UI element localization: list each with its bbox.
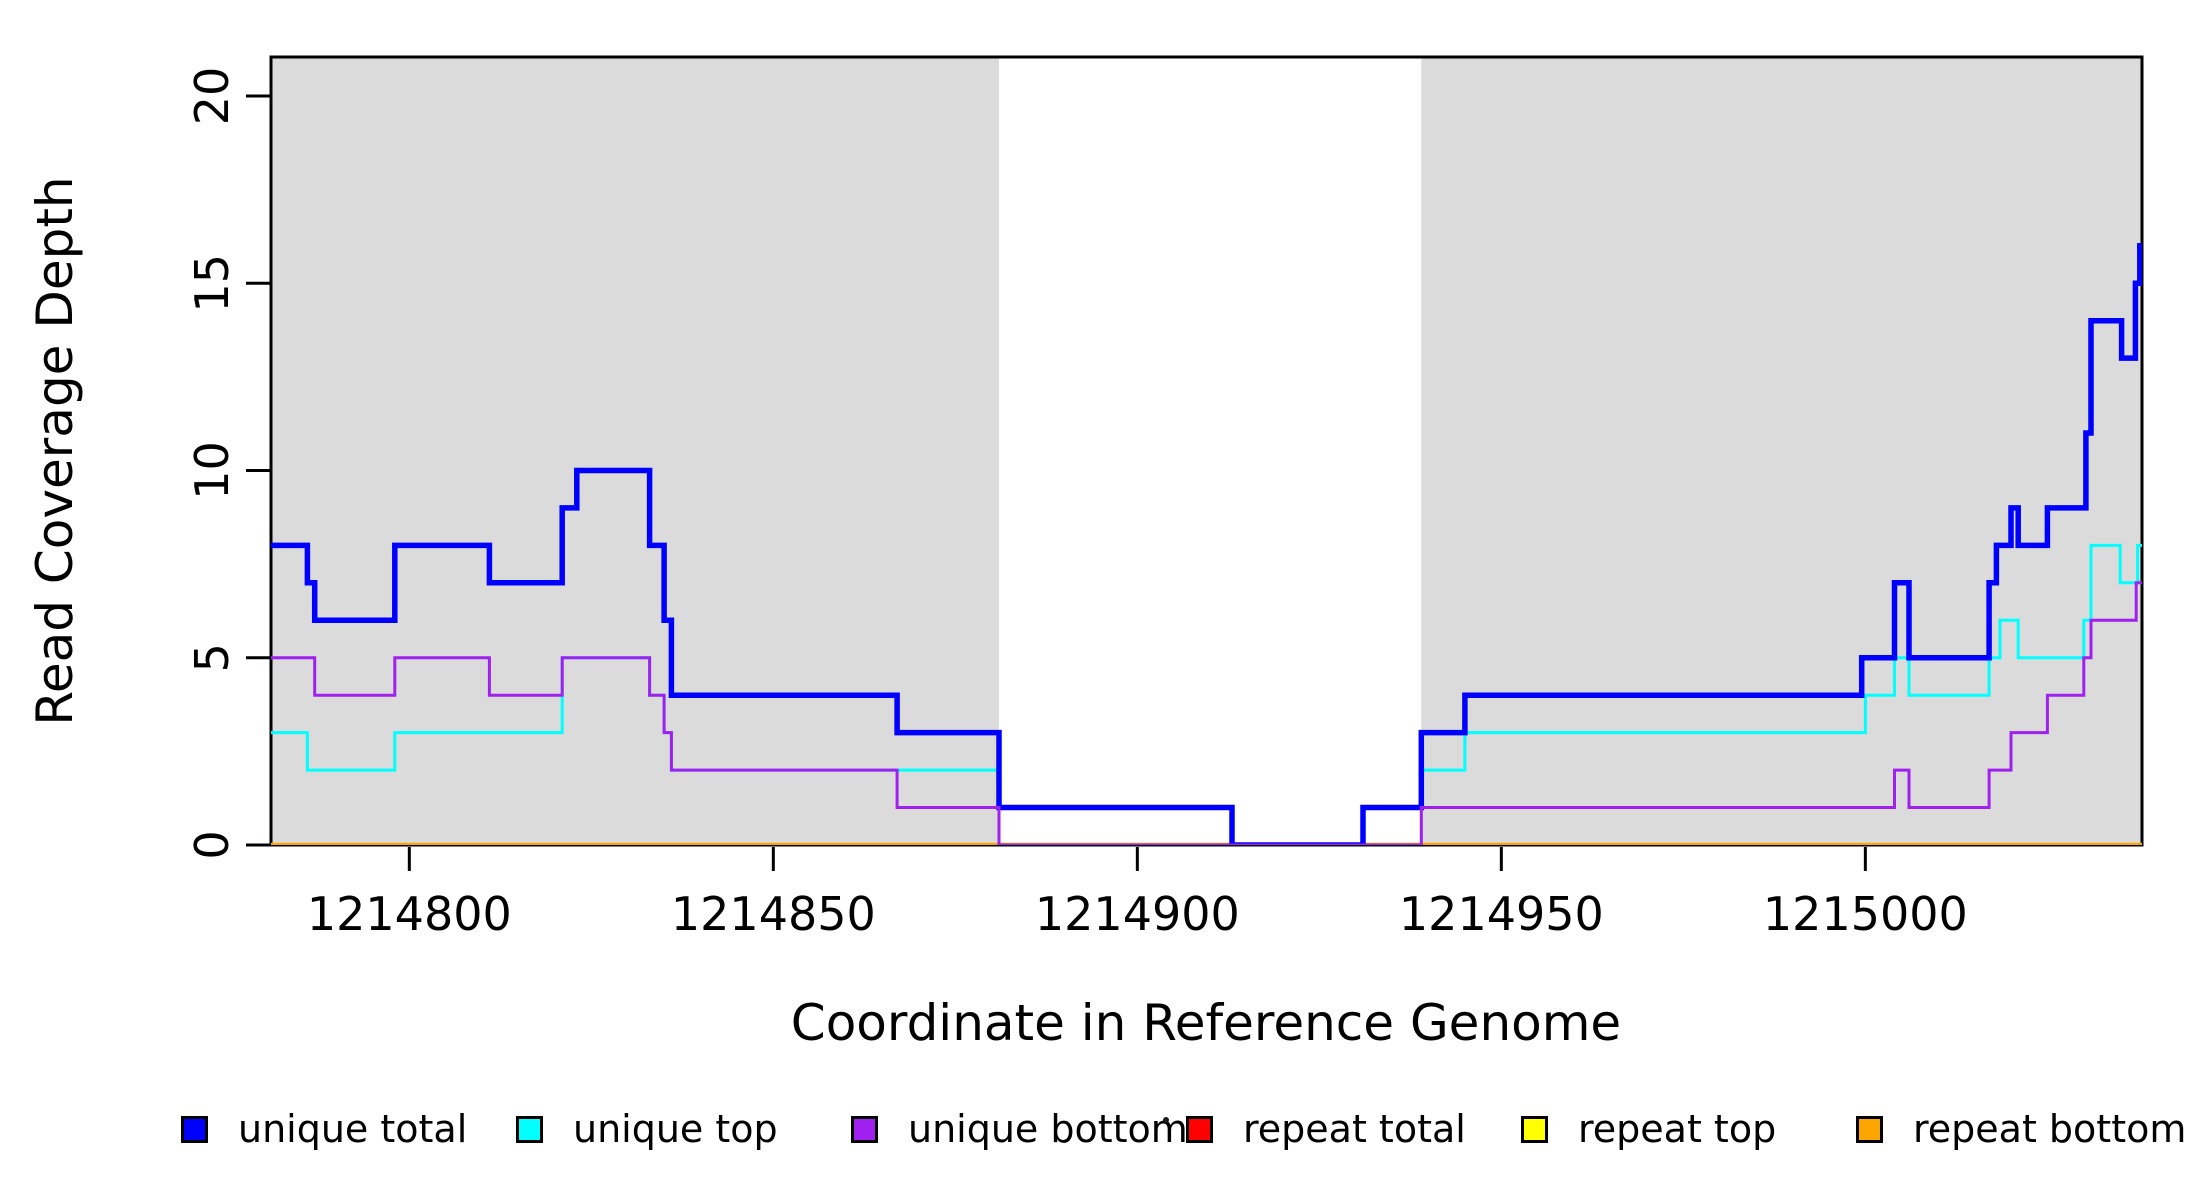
x-tick-label: 1214900 <box>1035 887 1240 941</box>
x-tick-label: 1214800 <box>307 887 512 941</box>
stray-point-artifact <box>1163 1117 1169 1123</box>
unique-region-right <box>1421 57 2142 845</box>
series-line-unique-total <box>271 243 2142 845</box>
shaded-region-layer <box>271 57 2142 845</box>
series-layer <box>271 243 2142 845</box>
series-line-unique-bottom <box>271 581 2142 845</box>
x-tick-label: 1214850 <box>671 887 876 941</box>
unique-region-left <box>271 57 1000 845</box>
y-tick-label: 15 <box>185 254 239 313</box>
y-tick-label: 5 <box>185 643 239 672</box>
x-tick-label: 1215000 <box>1763 887 1968 941</box>
y-axis-title: Read Coverage Depth <box>26 176 84 725</box>
x-axis-title: Coordinate in Reference Genome <box>791 994 1621 1052</box>
axis-tick-layer: 1214800 1214850 1214900 1214950 1215000 0 5 10 1… <box>185 67 1968 941</box>
y-tick-label: 10 <box>185 441 239 500</box>
y-tick-label: 20 <box>185 67 239 126</box>
y-tick-label: 0 <box>185 830 239 859</box>
x-tick-label: 1214950 <box>1399 887 1604 941</box>
